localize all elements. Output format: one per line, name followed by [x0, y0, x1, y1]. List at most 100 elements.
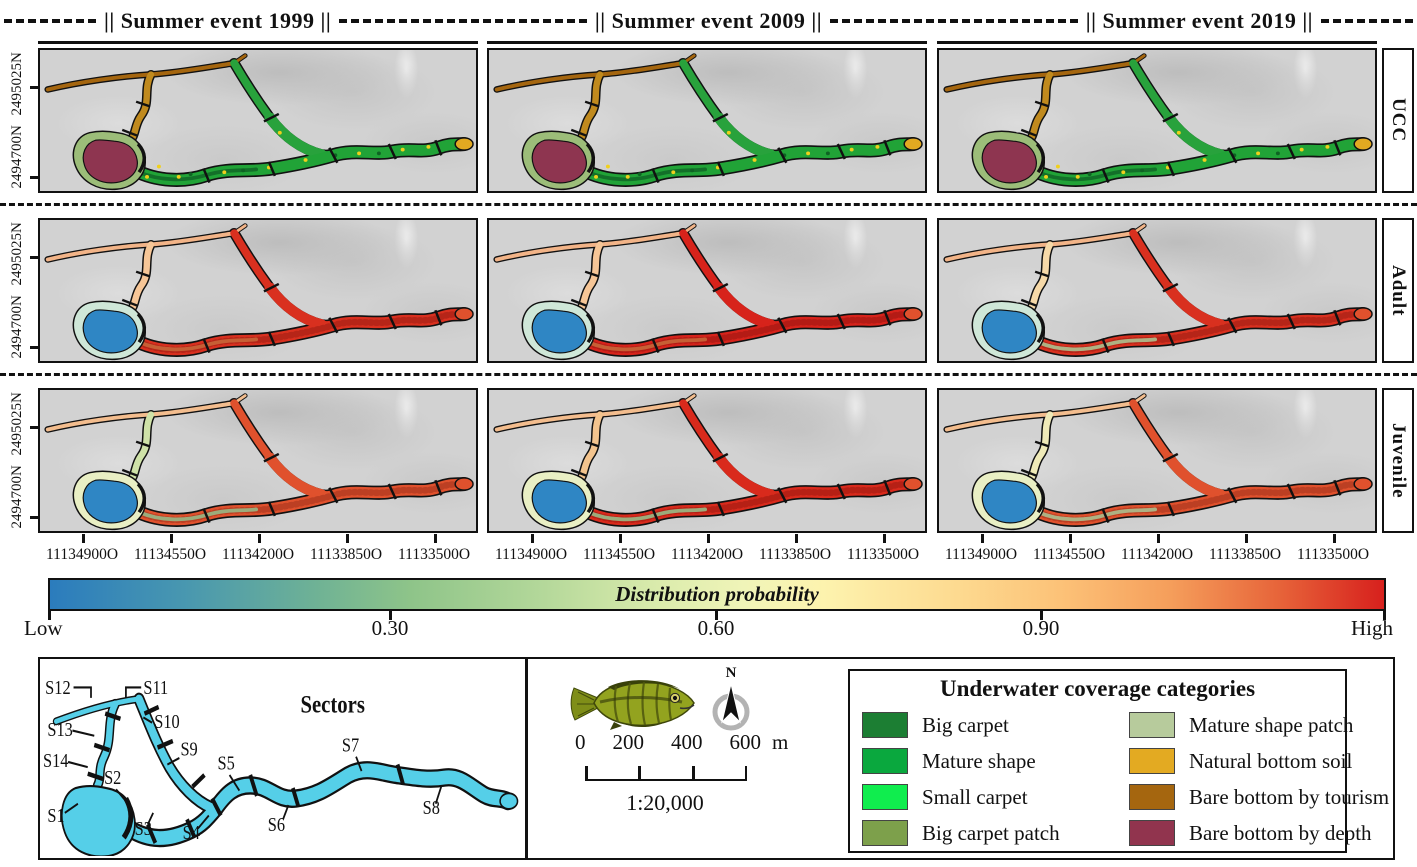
legend-label: Bare bottom by depth	[1189, 820, 1372, 845]
x-axis-tick	[346, 534, 349, 543]
legend-title: Underwater coverage categories	[939, 676, 1256, 701]
svg-text:S3: S3	[135, 818, 152, 840]
x-axis-label: 11134200O	[221, 546, 295, 563]
legend-swatch-bare-bottom-depth	[1129, 820, 1175, 846]
colorbar-gradient: Distribution probability	[48, 578, 1386, 611]
colorbar-title: Distribution probability	[615, 582, 819, 606]
y-axis-label: 2495025N	[8, 52, 25, 116]
x-axis-label: 11134550O	[133, 546, 207, 563]
y-axis-tick	[30, 516, 39, 519]
row-tag-juvenile: Juvenile	[1382, 388, 1414, 533]
x-axis-col1: 11134900O 11134550O 11134200O 11133850O 1113…	[38, 546, 478, 564]
svg-text:S1: S1	[47, 805, 64, 827]
x-axis-label: 11134900O	[944, 546, 1018, 563]
colorbar-label-060: 0.60	[697, 616, 735, 640]
row-tag-label: Adult	[1388, 264, 1409, 317]
x-axis-label: 11133500O	[846, 546, 920, 563]
svg-text:S13: S13	[47, 718, 72, 740]
column-rule	[937, 41, 1377, 44]
legend-swatch-bare-bottom-tourism	[1129, 784, 1175, 810]
x-axis-tick	[1245, 534, 1248, 543]
y-axis-row3: 2495025N 2494700N	[3, 388, 31, 533]
north-arrow: N	[712, 665, 750, 731]
x-axis-label: 11134200O	[1120, 546, 1194, 563]
bottom-panel-divider	[525, 657, 528, 860]
y-axis-label: 2495025N	[8, 222, 25, 286]
row-tag-ucc: UCC	[1382, 48, 1414, 193]
scalebar-label: 0	[575, 730, 586, 754]
x-axis-label: 11134900O	[45, 546, 119, 563]
x-axis-tick	[531, 534, 534, 543]
x-axis-label: 11134900O	[494, 546, 568, 563]
scalebar-label: 200	[612, 730, 645, 754]
y-axis-row1: 2495025N 2494700N	[3, 48, 31, 193]
legend-swatch-natural-bottom-soil	[1129, 748, 1175, 774]
header-dash	[830, 19, 1078, 23]
legend-swatch-big-carpet	[862, 712, 908, 738]
y-axis-tick	[30, 256, 39, 259]
legend-label: Big carpet patch	[922, 820, 1060, 845]
svg-text:S14: S14	[43, 750, 68, 772]
header-dash	[339, 19, 587, 23]
x-axis-label: 11134550O	[582, 546, 656, 563]
legend-grid: Big carpet Mature shape patch Mature sha…	[850, 702, 1389, 846]
x-axis-label: 11134200O	[670, 546, 744, 563]
x-axis-tick	[795, 534, 798, 543]
scalebar-bar	[585, 766, 747, 781]
x-axis-col3: 11134900O 11134550O 11134200O 11133850O 1113…	[937, 546, 1377, 564]
x-axis-tick	[707, 534, 710, 543]
svg-text:S12: S12	[45, 677, 70, 699]
legend-swatch-small-carpet	[862, 784, 908, 810]
legend-swatch-mature-shape	[862, 748, 908, 774]
x-axis-tick	[1069, 534, 1072, 543]
scalebar-label: 400	[671, 730, 703, 754]
x-axis-tick	[434, 534, 437, 543]
x-axis-label: 11133850O	[758, 546, 832, 563]
colorbar-label-high: High	[1351, 616, 1393, 640]
column-rule	[487, 41, 927, 44]
scalebar-ratio: 1:20,000	[626, 790, 704, 815]
row-tag-label: UCC	[1388, 98, 1409, 143]
fish-illustration	[570, 680, 695, 730]
map-panel-juvenile-1999	[38, 388, 478, 533]
colorbar-tick	[715, 611, 718, 620]
legend-swatch-mature-shape-patch	[1129, 712, 1175, 738]
x-axis-tick	[170, 534, 173, 543]
x-axis-label: 11133850O	[309, 546, 383, 563]
svg-text:Sectors: Sectors	[300, 691, 365, 718]
x-axis-label: 11133500O	[1296, 546, 1370, 563]
legend-label: Natural bottom soil	[1189, 748, 1353, 773]
summer-event-title-1999: || Summer event 1999 ||	[104, 8, 332, 33]
scalebar-label: 600	[729, 730, 762, 754]
svg-text:S9: S9	[180, 738, 197, 760]
legend-swatch-big-carpet-patch	[862, 820, 908, 846]
header: || Summer event 1999 || || Summer event …	[0, 2, 1417, 40]
header-dash	[1321, 19, 1414, 23]
row-tag-label: Juvenile	[1388, 422, 1409, 499]
legend-label: Big carpet	[922, 712, 1009, 737]
x-axis-tick	[981, 534, 984, 543]
svg-text:S8: S8	[423, 797, 440, 819]
y-axis-tick	[30, 176, 39, 179]
svg-text:S11: S11	[143, 677, 168, 699]
map-panel-ucc-1999	[38, 48, 478, 193]
x-axis-tick	[619, 534, 622, 543]
colorbar-tick	[1383, 611, 1386, 620]
x-axis-col2: 11134900O 11134550O 11134200O 11133850O 1113…	[487, 546, 927, 564]
summer-event-title-2009: || Summer event 2009 ||	[594, 8, 823, 33]
y-axis-label: 2494700N	[8, 125, 25, 189]
scalebar-labels: 0 200 400 600	[575, 730, 761, 755]
y-axis-label: 2494700N	[8, 295, 25, 359]
svg-text:S7: S7	[342, 734, 359, 756]
colorbar-tick	[1040, 611, 1043, 620]
y-axis-label: 2495025N	[8, 392, 25, 456]
colorbar-tick	[389, 611, 392, 620]
colorbar-label-low: Low	[24, 616, 63, 640]
x-axis-tick	[1333, 534, 1336, 543]
svg-text:S6: S6	[268, 814, 285, 836]
svg-text:S4: S4	[183, 822, 200, 844]
x-axis-label: 11134550O	[1032, 546, 1106, 563]
map-panel-ucc-2019	[937, 48, 1377, 193]
header-dash	[4, 19, 96, 23]
